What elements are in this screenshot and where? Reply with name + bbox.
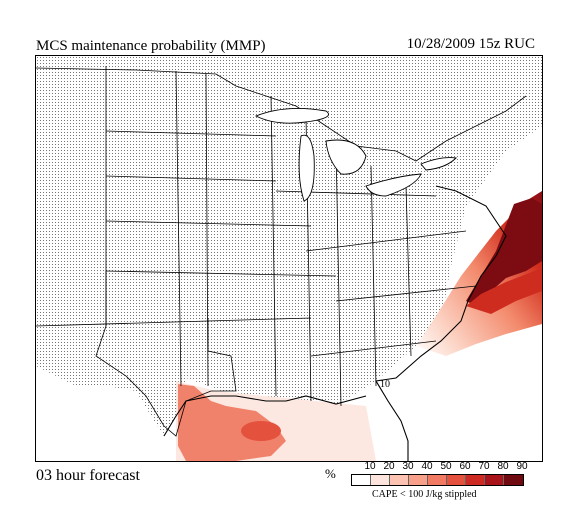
legend-swatch [485,475,504,485]
legend-tick-label: 30 [402,461,414,472]
legend-color-bar [351,474,524,486]
contour-label-10: 10 [380,379,390,390]
map-title: MCS maintenance probability (MMP) [36,38,266,54]
legend-swatch [447,475,466,485]
legend-swatch [409,475,428,485]
legend-swatch [352,475,371,485]
legend-tick-label: 10 [364,461,376,472]
legend-tick-label: 90 [516,461,528,472]
legend-swatch [504,475,523,485]
probability-shading [176,191,542,461]
legend-note: CAPE < 100 J/kg stippled [372,489,477,500]
legend-tick-label: 20 [383,461,395,472]
mid-atlantic-band [466,268,542,314]
texas-shading [178,384,286,461]
map-panel [35,55,543,462]
state-borders [36,66,527,437]
legend-swatch [428,475,447,485]
legend-tick-label: 60 [459,461,471,472]
legend-tick-label: 50 [440,461,452,472]
stippled-land-area [36,56,542,436]
legend-tick-label: 80 [497,461,509,472]
coastline [375,185,507,461]
great-lakes [254,107,457,202]
legend-tick-label: 70 [478,461,490,472]
legend-unit-label: % [325,466,336,481]
legend-tick-label: 40 [421,461,433,472]
mid-atlantic-max [466,198,542,306]
legend-swatch [466,475,485,485]
legend-tick-labels: 10 20 30 40 50 60 70 80 90 [351,461,551,473]
texas-max [241,421,281,441]
valid-time-label: 10/28/2009 15z RUC [406,36,535,52]
map-canvas [36,56,542,461]
legend-swatch [371,475,390,485]
forecast-hour-label: 03 hour forecast [36,467,140,484]
legend-swatch [390,475,409,485]
gulf-coastline [163,395,367,437]
